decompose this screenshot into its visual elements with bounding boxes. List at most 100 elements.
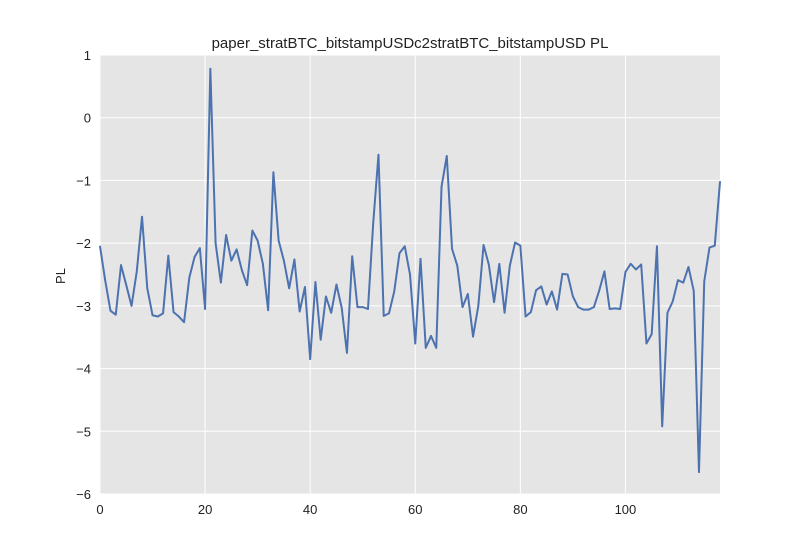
data-point — [603, 270, 606, 273]
data-point — [340, 306, 343, 309]
data-point — [593, 306, 595, 308]
data-point — [188, 276, 191, 279]
x-tick-label: 80 — [513, 502, 527, 517]
x-tick-label: 100 — [615, 502, 637, 517]
data-point — [393, 290, 396, 293]
data-point — [204, 308, 206, 310]
data-point — [650, 333, 653, 335]
data-point — [183, 321, 185, 323]
data-point — [545, 303, 548, 306]
data-point — [608, 308, 611, 310]
data-point — [377, 153, 380, 156]
data-point — [193, 256, 196, 258]
data-point — [551, 290, 553, 293]
data-point — [472, 335, 474, 338]
y-axis-ticks: 1 0 −1 −2 −3 −4 −5 −6 — [76, 48, 91, 502]
data-point — [640, 263, 642, 266]
y-tick-label: 0 — [84, 111, 91, 126]
data-point — [524, 315, 527, 318]
data-point — [572, 295, 574, 298]
data-point — [461, 306, 464, 308]
data-point — [582, 308, 585, 311]
data-point — [319, 338, 322, 341]
data-point — [488, 263, 490, 266]
data-point — [99, 245, 101, 248]
data-point — [682, 281, 685, 284]
data-point — [135, 270, 138, 273]
data-point — [288, 287, 290, 290]
grid-lines-y — [100, 54, 720, 495]
data-point — [409, 273, 411, 276]
data-point — [519, 244, 522, 247]
data-point — [440, 185, 443, 188]
data-point — [335, 283, 338, 286]
data-point — [498, 263, 501, 265]
x-tick-label: 20 — [198, 502, 212, 517]
data-point — [262, 263, 264, 265]
data-point — [614, 307, 616, 310]
data-point — [598, 290, 600, 292]
data-point — [214, 242, 217, 244]
data-point — [304, 286, 306, 288]
data-point — [125, 284, 128, 286]
y-axis-label: PL — [53, 268, 68, 284]
data-point — [430, 335, 432, 337]
data-point — [141, 216, 143, 218]
data-point — [561, 273, 564, 275]
x-tick-label: 0 — [96, 502, 103, 517]
data-point — [666, 311, 669, 314]
data-point — [267, 309, 269, 312]
y-tick-label: −4 — [76, 362, 91, 377]
data-point — [346, 352, 348, 354]
data-point — [535, 289, 537, 291]
data-point — [719, 180, 721, 183]
data-point — [624, 271, 627, 273]
data-point — [330, 311, 332, 314]
data-point — [367, 308, 369, 310]
y-tick-label: −2 — [76, 236, 91, 251]
data-point — [703, 280, 706, 283]
data-point — [372, 222, 375, 224]
data-point — [162, 312, 164, 315]
data-point — [283, 259, 285, 262]
data-point — [172, 311, 175, 313]
series-points — [99, 67, 721, 473]
data-point — [120, 264, 122, 266]
data-point — [635, 268, 637, 271]
data-point — [629, 263, 632, 265]
data-point — [156, 315, 159, 318]
data-point — [277, 239, 280, 242]
data-point — [114, 313, 117, 316]
data-point — [530, 311, 532, 313]
data-point — [398, 252, 401, 254]
data-point — [309, 358, 311, 360]
x-tick-label: 40 — [303, 502, 317, 517]
data-point — [414, 342, 417, 345]
y-tick-label: −3 — [76, 299, 91, 314]
x-tick-label: 60 — [408, 502, 422, 517]
data-point — [661, 425, 664, 428]
data-point — [671, 300, 674, 303]
data-point — [445, 155, 448, 157]
data-point — [577, 306, 579, 308]
chart-title: paper_stratBTC_bitstampUSDc2stratBTC_bit… — [212, 35, 609, 52]
data-point — [656, 245, 658, 248]
data-point — [435, 347, 438, 349]
data-point — [566, 273, 569, 276]
data-point — [146, 287, 149, 290]
data-point — [178, 315, 180, 318]
data-point — [220, 281, 222, 284]
data-point — [241, 269, 243, 271]
y-tick-label: −6 — [76, 487, 91, 502]
data-point — [209, 67, 212, 70]
data-point — [692, 290, 695, 292]
data-point — [493, 301, 495, 303]
data-point — [713, 244, 716, 247]
data-point — [246, 284, 248, 286]
data-point — [645, 342, 648, 345]
data-point — [361, 306, 364, 308]
data-point — [109, 310, 112, 312]
data-point — [466, 293, 469, 295]
data-point — [199, 247, 201, 249]
